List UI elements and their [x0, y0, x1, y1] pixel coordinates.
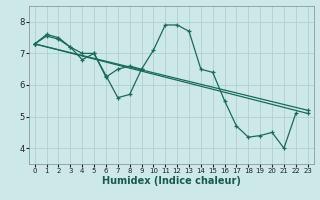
X-axis label: Humidex (Indice chaleur): Humidex (Indice chaleur): [102, 176, 241, 186]
